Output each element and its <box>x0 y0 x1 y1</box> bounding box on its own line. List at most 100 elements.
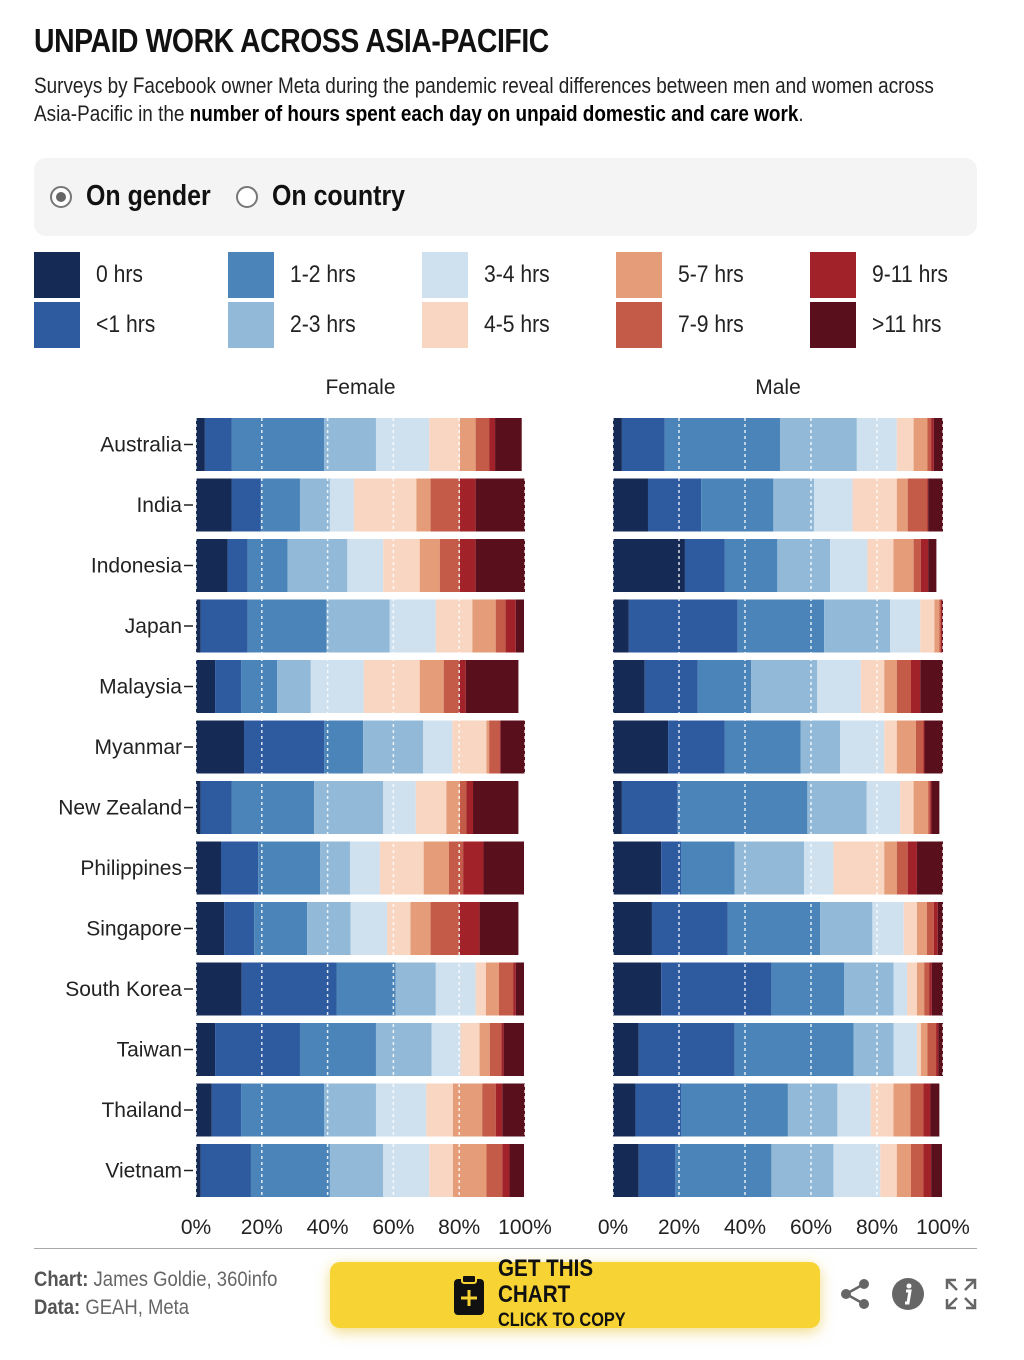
bar-segment <box>913 418 928 471</box>
bar-segment <box>247 599 327 653</box>
info-icon[interactable] <box>890 1276 926 1312</box>
radio-on-gender[interactable]: On gender <box>50 180 231 213</box>
bar-segment <box>724 720 801 774</box>
legend-label: 4-5 hrs <box>484 311 550 338</box>
bar-segment <box>258 841 321 895</box>
bar-segment <box>893 962 908 1016</box>
bar-segment <box>884 720 897 774</box>
x-tick-label: 20% <box>241 1216 283 1239</box>
bar-segment <box>613 902 652 955</box>
bar-segment <box>866 781 901 834</box>
bar-segment <box>231 418 324 471</box>
legend-swatch <box>228 252 274 298</box>
bar-segment <box>613 1083 636 1137</box>
bar-segment <box>485 962 500 1016</box>
bar-segment <box>727 902 821 955</box>
bar-segment <box>613 599 629 653</box>
bar-segment <box>807 781 867 834</box>
bar-segment <box>389 599 436 653</box>
bar-segment <box>724 539 778 592</box>
bar-segment <box>347 539 384 592</box>
bar-segment <box>924 962 930 1016</box>
x-tick-label: 80% <box>438 1216 480 1239</box>
category-label: Japan <box>125 615 182 638</box>
bar-segment <box>459 781 467 834</box>
bar-segment <box>916 962 925 1016</box>
bar-segment <box>479 1023 490 1076</box>
bar-segment <box>913 781 929 834</box>
bar-segment <box>936 1023 939 1076</box>
bar-segment <box>920 599 935 653</box>
bar-segment <box>431 1023 461 1076</box>
bar-segment <box>211 1083 242 1137</box>
bar-segment <box>647 478 702 532</box>
bar-segment <box>459 478 476 532</box>
bar-segment <box>379 841 424 895</box>
bar-segment <box>941 599 943 653</box>
bar-segment <box>910 660 921 713</box>
bar-segment <box>853 1023 894 1076</box>
bar-segment <box>452 1144 487 1197</box>
legend-item: 1-2 hrs <box>228 252 365 298</box>
bar-segment <box>423 720 453 774</box>
bar-segment <box>200 599 248 653</box>
bar-segment <box>324 1083 376 1137</box>
legend-swatch <box>422 252 468 298</box>
bar-segment <box>475 478 525 532</box>
bar-segment <box>430 478 460 532</box>
category-label: Myanmar <box>94 736 182 759</box>
radio-on-country[interactable]: On country <box>236 180 427 213</box>
legend-label: >11 hrs <box>872 311 942 338</box>
bar-segment <box>215 1023 300 1076</box>
bar-segment <box>499 720 501 774</box>
subtitle-text: Surveys by Facebook owner Meta during th… <box>34 73 934 126</box>
get-chart-button[interactable]: GET THIS CHART CLICK TO COPY <box>330 1256 820 1331</box>
bar-segment <box>638 1023 735 1076</box>
bar-segment <box>680 841 735 895</box>
bar-segment <box>383 539 420 592</box>
bar-segment <box>486 1144 503 1197</box>
bar-segment <box>472 599 496 653</box>
category-label: Singapore <box>86 918 182 941</box>
legend-swatch <box>228 302 274 348</box>
bar-segment <box>459 660 466 713</box>
bar-segment <box>482 1083 496 1137</box>
bar-segment <box>505 599 516 653</box>
bar-segment <box>435 962 476 1016</box>
expand-icon[interactable] <box>943 1276 979 1312</box>
bar-segment <box>395 962 436 1016</box>
bar-segment <box>489 1023 502 1076</box>
bar-segment <box>680 1083 788 1137</box>
bar-segment <box>196 1023 216 1076</box>
bar-segment <box>852 478 897 532</box>
bar-segment <box>196 962 242 1016</box>
bar-segment <box>326 599 390 653</box>
bar-segment <box>900 781 914 834</box>
bar-segment <box>890 599 921 653</box>
bar-segment <box>931 1144 943 1197</box>
bar-segment <box>896 418 914 471</box>
legend-item: >11 hrs <box>810 302 951 348</box>
bar-segment <box>415 781 447 834</box>
legend-label: 0 hrs <box>96 261 143 288</box>
bar-segment <box>613 781 622 834</box>
bar-segment <box>196 418 205 471</box>
chart-credit: Chart: James Goldie, 360info <box>34 1268 277 1292</box>
bar-segment <box>751 660 818 713</box>
credit-label: Data: <box>34 1296 81 1319</box>
share-icon[interactable] <box>837 1276 873 1312</box>
category-label: Vietnam <box>105 1160 182 1183</box>
bar-segment <box>196 1144 201 1197</box>
credit-value: GEAH, Meta <box>80 1296 190 1319</box>
bar-segment <box>419 660 444 713</box>
subtitle-end: . <box>798 101 804 126</box>
bar-segment <box>500 720 525 774</box>
legend-swatch <box>810 302 856 348</box>
bar-segment <box>684 539 725 592</box>
bar-segment <box>363 660 420 713</box>
bar-segment <box>817 660 861 713</box>
bar-segment <box>880 1144 897 1197</box>
bar-segment <box>800 720 841 774</box>
bar-segment <box>501 1023 504 1076</box>
x-tick-label: 20% <box>658 1216 700 1239</box>
